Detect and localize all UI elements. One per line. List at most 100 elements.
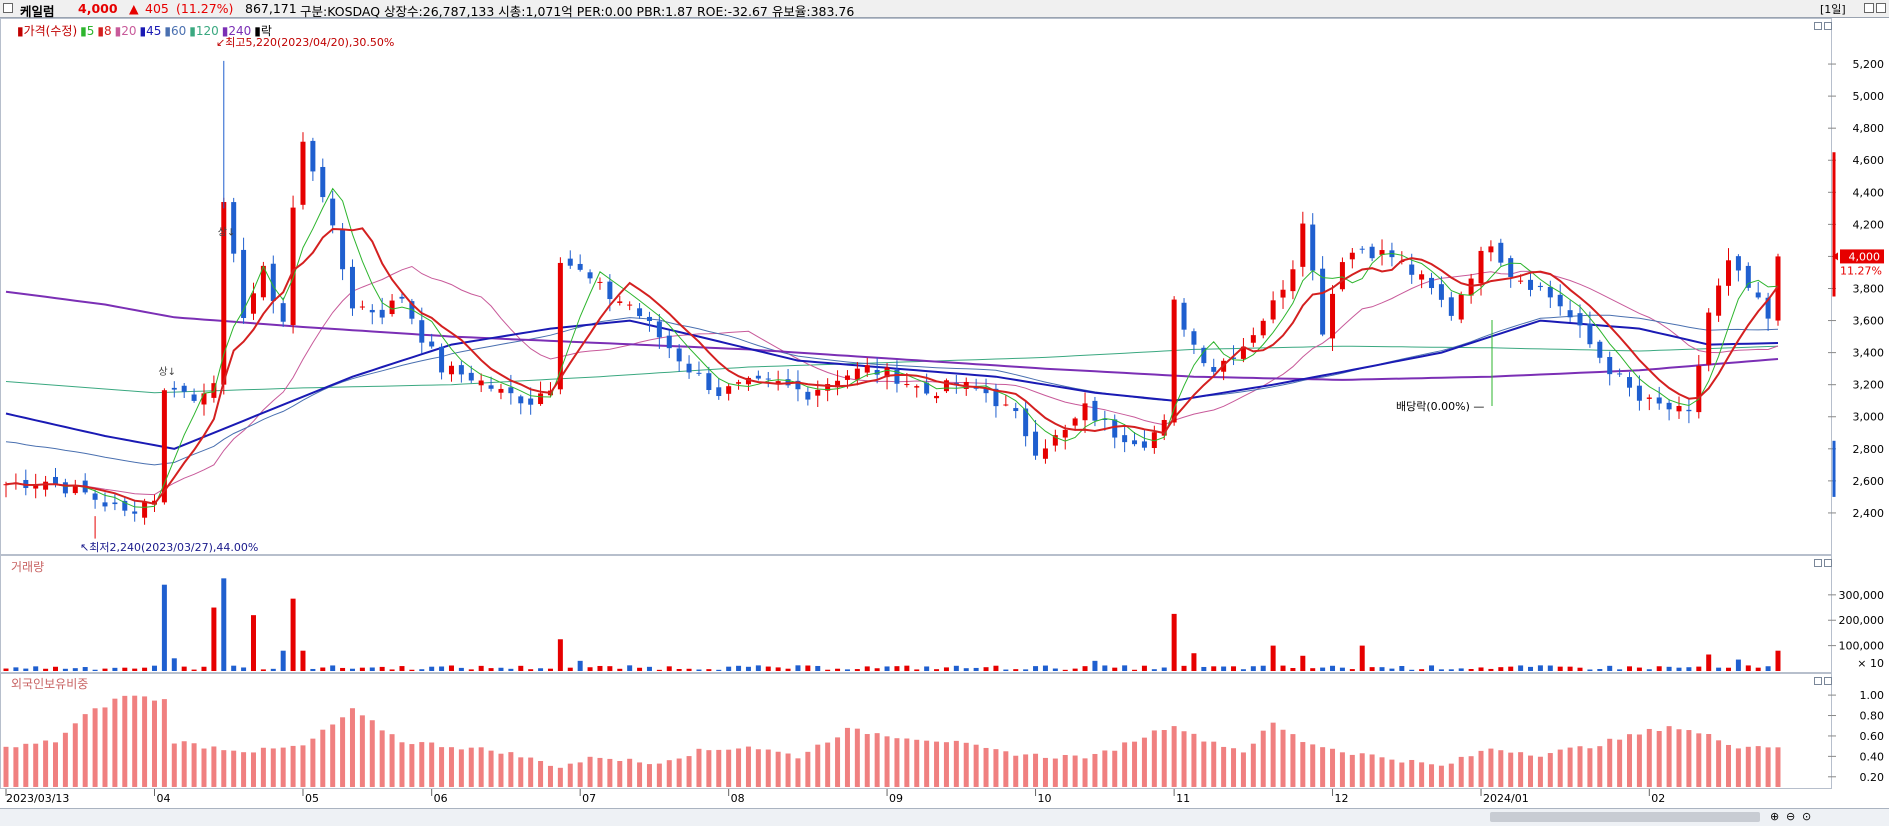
- pane-close-icon[interactable]: [1824, 559, 1832, 567]
- pane-close-icon[interactable]: [1824, 677, 1832, 685]
- candle-body: [1122, 435, 1128, 443]
- foreign-bar: [518, 757, 524, 787]
- volume-bar: [587, 667, 593, 671]
- volume-bar: [1221, 666, 1227, 671]
- candle-body: [369, 309, 375, 313]
- foreign-bar: [1547, 753, 1553, 787]
- scroll-bar[interactable]: ⊕ ⊖ ⊙: [0, 808, 1889, 826]
- candle-body: [1438, 284, 1444, 300]
- pane-toggle-icon[interactable]: [1814, 22, 1822, 30]
- volume-bar: [488, 668, 494, 671]
- volume-bar: [151, 665, 157, 671]
- pane-close-icon[interactable]: [1824, 22, 1832, 30]
- volume-bar: [567, 667, 573, 671]
- foreign-bar: [1003, 751, 1009, 787]
- volume-bar: [1508, 666, 1514, 671]
- candle-body: [1300, 223, 1306, 267]
- close-icon[interactable]: [1876, 3, 1886, 13]
- volume-bar: [1161, 667, 1167, 671]
- header-bar: 케일럼 4,000 ▲ 405 (11.27%) 867,171 구분:KOSD…: [0, 0, 1889, 19]
- candle-body: [231, 202, 237, 254]
- volume-bar: [389, 669, 395, 671]
- price-legend: ▮가격(수정) ▮5 ▮8 ▮20 ▮45 ▮60 ▮120 ▮240 ▮락: [17, 22, 275, 39]
- volume-bar: [132, 668, 138, 671]
- x-tick-label: 04: [156, 792, 170, 805]
- candle-body: [122, 500, 128, 511]
- foreign-bar: [1102, 750, 1108, 787]
- volume-bar: [1488, 668, 1494, 671]
- foreign-bar: [656, 763, 662, 787]
- price-tick-label: 3,400: [1853, 347, 1885, 360]
- foreign-bar: [835, 737, 841, 787]
- x-tick-label: 10: [1038, 792, 1052, 805]
- window-restore-icon[interactable]: [1864, 3, 1874, 13]
- candle-body: [1537, 285, 1543, 288]
- volume-bar: [1092, 660, 1098, 671]
- zoom-in-icon[interactable]: ⊕: [1770, 810, 1780, 823]
- volume-bar: [1102, 665, 1108, 671]
- foreign-bar: [429, 742, 435, 787]
- foreign-bar: [1171, 726, 1177, 787]
- candle-body: [518, 396, 524, 404]
- volume-bar: [241, 667, 247, 671]
- price-pane[interactable]: ▮가격(수정) ▮5 ▮8 ▮20 ▮45 ▮60 ▮120 ▮240 ▮락: [0, 18, 1832, 555]
- foreign-bar: [211, 746, 217, 787]
- foreign-bar: [1755, 746, 1761, 787]
- foreign-bar: [122, 695, 128, 787]
- volume-bar: [686, 668, 692, 671]
- volume-bar: [1706, 654, 1712, 671]
- candle-body: [1577, 313, 1583, 326]
- volume-bar: [1597, 669, 1603, 671]
- foreign-bar: [1706, 734, 1712, 787]
- candle-body: [716, 387, 722, 397]
- foreign-bar: [607, 758, 613, 787]
- foreign-bar: [1587, 748, 1593, 787]
- foreign-bar: [1359, 753, 1365, 787]
- volume-bar: [419, 669, 425, 671]
- foreign-bar: [389, 734, 395, 787]
- candle-body: [1003, 404, 1009, 406]
- foreign-bar: [1567, 747, 1573, 787]
- volume-bar: [1320, 667, 1326, 671]
- volume-bar: [1250, 666, 1256, 671]
- candle-body: [1587, 323, 1593, 345]
- volume-bar: [1686, 667, 1692, 671]
- candle-body: [508, 387, 514, 394]
- volume-bar: [805, 665, 811, 671]
- volume-bar: [221, 578, 227, 671]
- candle-body: [1478, 250, 1484, 284]
- volume-bar: [1339, 667, 1345, 671]
- candle-body: [646, 316, 652, 322]
- foreign-bar: [260, 747, 266, 787]
- foreign-bar: [815, 744, 821, 787]
- volume-bar: [13, 667, 19, 671]
- foreign-bar: [884, 736, 890, 787]
- foreign-tick-label: 0.40: [1860, 750, 1885, 763]
- candle-body: [270, 263, 276, 301]
- foreign-bar: [458, 749, 464, 787]
- foreign-bar: [1141, 737, 1147, 787]
- scroll-thumb[interactable]: [1490, 812, 1760, 822]
- foreign-bar: [646, 764, 652, 787]
- foreign-bar: [191, 743, 197, 787]
- zoom-reset-icon[interactable]: ⊙: [1802, 810, 1812, 823]
- candle-body: [1191, 331, 1197, 345]
- volume-bar: [1300, 655, 1306, 671]
- volume-bar: [1409, 669, 1415, 671]
- zoom-out-icon[interactable]: ⊖: [1786, 810, 1796, 823]
- foreign-bar: [1448, 763, 1454, 787]
- candle-body: [993, 388, 999, 407]
- foreign-bar: [1191, 733, 1197, 787]
- foreign-bar: [1320, 747, 1326, 787]
- pane-toggle-icon[interactable]: [1814, 677, 1822, 685]
- foreign-bar: [478, 747, 484, 787]
- pane-toggle-icon[interactable]: [1814, 559, 1822, 567]
- candle-body: [132, 511, 138, 514]
- foreign-title: 외국인보유비중: [11, 677, 89, 691]
- price-tick-label: 3,600: [1853, 315, 1885, 328]
- volume-bar: [1448, 669, 1454, 671]
- period-selector[interactable]: [1일]: [1820, 3, 1846, 16]
- checkbox-icon[interactable]: [3, 3, 13, 13]
- volume-bar: [924, 666, 930, 671]
- candle-body: [439, 346, 445, 373]
